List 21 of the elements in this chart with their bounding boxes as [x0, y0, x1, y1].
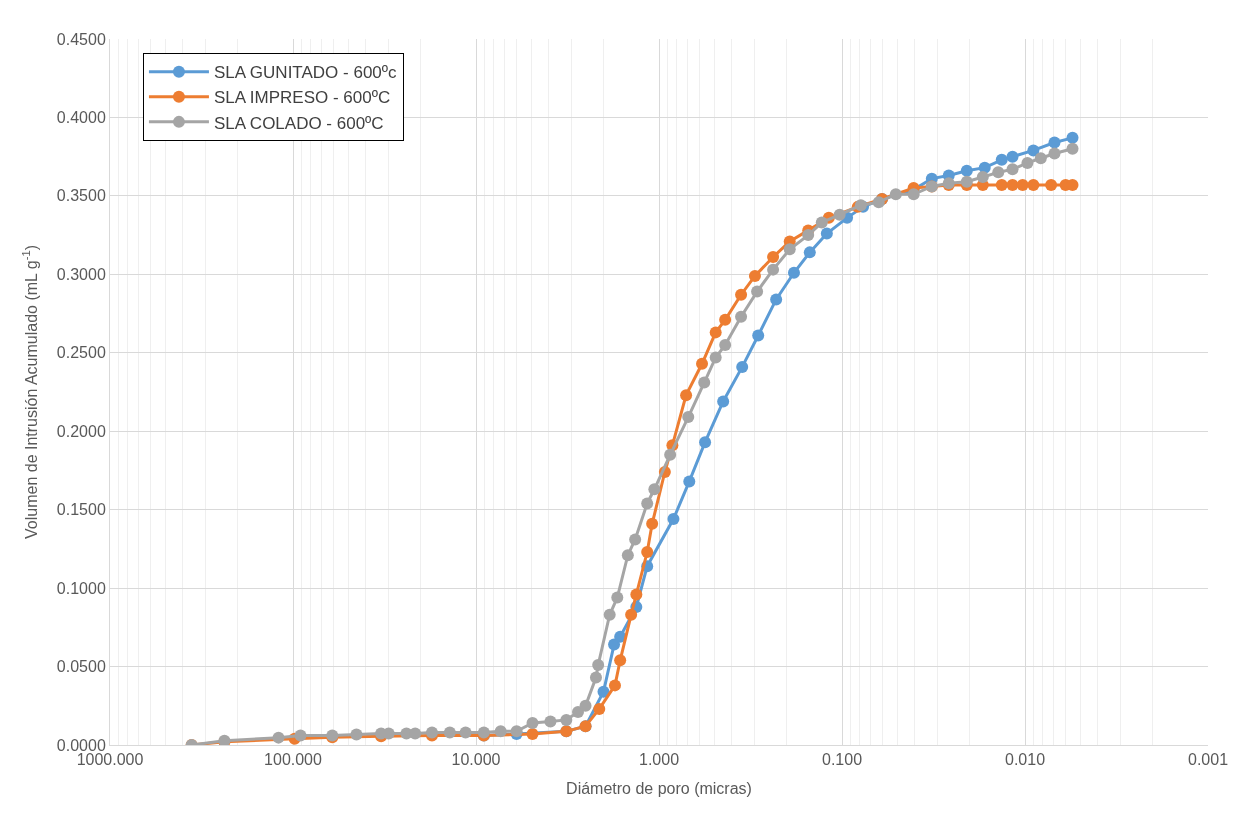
legend-label: SLA COLADO - 600ºC	[213, 113, 384, 133]
y-tick-label: 0.4000	[56, 109, 106, 127]
y-tick-label: 0.2500	[56, 344, 106, 362]
y-tick-label: 0.3500	[56, 187, 106, 205]
y-tick-label: 0.0500	[56, 658, 106, 676]
y-tick-label: 0.1500	[56, 501, 106, 519]
x-tick-label: 1.000	[638, 751, 680, 769]
y-tick-label: 0.4500	[56, 30, 106, 48]
legend-label: SLA IMPRESO - 600ºC	[213, 88, 391, 108]
y-tick-label: 0.3000	[56, 265, 106, 283]
x-tick-label: 10.000	[451, 751, 501, 769]
x-tick-label: 0.010	[1004, 751, 1046, 769]
x-tick-label: 100.000	[264, 751, 323, 769]
x-axis-title: Diámetro de poro (micras)	[566, 779, 752, 797]
y-tick-label: 0.1000	[56, 579, 106, 597]
x-tick-label: 0.001	[1187, 751, 1229, 769]
x-tick-label: 0.100	[821, 751, 863, 769]
legend-label: SLA GUNITADO - 600ºc	[213, 63, 397, 83]
y-tick-label: 0.0000	[56, 736, 106, 754]
x-tick-label: 1000.000	[76, 751, 144, 769]
y-tick-label: 0.2000	[56, 422, 106, 440]
